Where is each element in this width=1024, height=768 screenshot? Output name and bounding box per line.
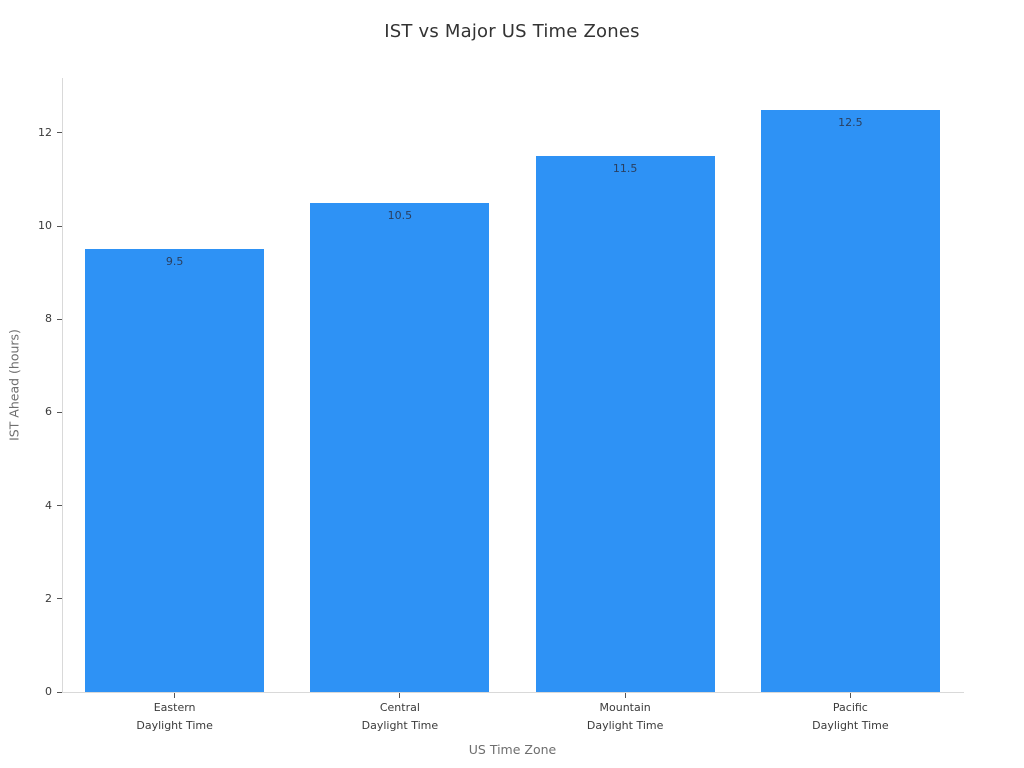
- y-tick-mark: [57, 132, 62, 134]
- x-tick-label-line2: Daylight Time: [361, 719, 439, 732]
- bar-value-label: 11.5: [612, 162, 638, 176]
- x-tick-label-line1: Eastern: [153, 701, 196, 714]
- y-tick-mark: [57, 318, 62, 320]
- x-tick-label: Eastern Daylight Time: [85, 699, 265, 735]
- x-axis-title: US Time Zone: [468, 742, 557, 757]
- y-tick-label: 8: [45, 312, 52, 326]
- y-axis-title: IST Ahead (hours): [6, 329, 22, 441]
- x-tick-mark: [174, 693, 176, 698]
- bar-value-label: 10.5: [387, 208, 413, 222]
- x-tick-label: Central Daylight Time: [310, 699, 490, 735]
- x-tick-mark: [399, 693, 401, 698]
- x-tick-label-line1: Pacific: [832, 701, 868, 714]
- y-tick-mark: [57, 411, 62, 413]
- y-tick-mark: [57, 225, 62, 227]
- bar-value-label: 9.5: [165, 255, 184, 269]
- y-tick-label: 2: [45, 591, 52, 605]
- x-tick-label-line2: Daylight Time: [812, 719, 889, 732]
- y-tick-label: 12: [38, 125, 52, 139]
- y-tick-mark: [57, 598, 62, 600]
- x-tick-label: Pacific Daylight Time: [760, 699, 940, 735]
- y-tick-label: 6: [45, 405, 52, 419]
- x-tick-mark: [849, 693, 851, 698]
- x-tick-label-line1: Mountain: [599, 701, 651, 714]
- bar: [760, 109, 940, 692]
- y-tick-mark: [57, 505, 62, 507]
- bar: [310, 202, 490, 692]
- x-tick-label-line2: Daylight Time: [586, 719, 664, 732]
- x-tick-label-line2: Daylight Time: [136, 719, 213, 732]
- bar-value-label: 12.5: [838, 115, 863, 129]
- x-tick-label: Mountain Daylight Time: [535, 699, 715, 735]
- y-tick-label: 10: [38, 219, 52, 233]
- bar: [85, 249, 265, 692]
- x-tick-mark: [624, 693, 626, 698]
- y-tick-label: 0: [45, 685, 52, 698]
- y-tick-label: 4: [45, 498, 52, 512]
- x-tick-label-line1: Central: [379, 701, 420, 714]
- y-tick-mark: [57, 691, 62, 693]
- bar: [535, 156, 715, 692]
- chart-title: IST vs Major US Time Zones: [384, 21, 640, 42]
